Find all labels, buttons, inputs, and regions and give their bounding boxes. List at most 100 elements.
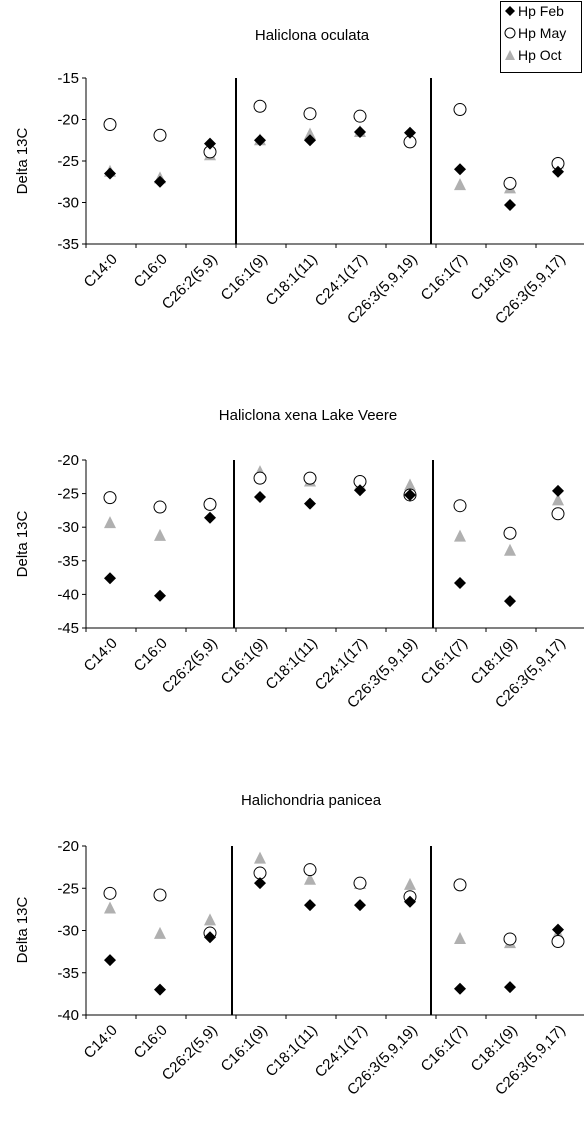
x-tick-label: C14:0 xyxy=(81,635,121,675)
data-point-hp-may xyxy=(503,176,517,190)
data-point-hp-feb xyxy=(154,175,166,188)
data-point-hp-feb xyxy=(104,167,116,180)
data-point-hp-may xyxy=(303,863,317,877)
x-tick-label: C14:0 xyxy=(81,1022,121,1062)
data-point-hp-feb xyxy=(354,899,366,912)
data-point-hp-feb xyxy=(104,572,116,585)
data-point-hp-may xyxy=(503,932,517,946)
data-point-hp-oct xyxy=(454,931,466,944)
legend-label: Hp Oct xyxy=(518,47,562,63)
data-point-hp-oct xyxy=(552,493,564,506)
y-tick-label: -45 xyxy=(57,620,79,637)
data-point-hp-may xyxy=(453,499,467,513)
data-point-hp-oct xyxy=(454,178,466,191)
y-tick-label: -35 xyxy=(57,965,79,982)
data-point-hp-feb xyxy=(552,923,564,936)
data-point-hp-may xyxy=(551,934,565,948)
data-point-hp-oct xyxy=(104,901,116,914)
data-point-hp-may xyxy=(153,500,167,514)
data-point-hp-may xyxy=(103,491,117,505)
data-point-hp-may xyxy=(103,886,117,900)
data-point-hp-feb xyxy=(154,589,166,602)
legend-label: Hp May xyxy=(518,25,567,41)
data-point-hp-may xyxy=(303,471,317,485)
x-tick-label: C18:1(11) xyxy=(262,251,320,309)
data-point-hp-oct xyxy=(254,851,266,864)
data-point-hp-may xyxy=(203,497,217,511)
y-axis-label: Delta 13C xyxy=(14,510,31,577)
data-point-hp-feb xyxy=(404,488,416,501)
data-point-hp-feb xyxy=(204,931,216,944)
y-tick-label: -25 xyxy=(57,153,79,170)
y-tick-label: -30 xyxy=(57,519,79,536)
y-tick-label: -20 xyxy=(57,452,79,469)
data-point-hp-feb xyxy=(504,981,516,994)
data-point-hp-oct xyxy=(304,127,316,140)
x-tick-label: C16:1(7) xyxy=(418,635,471,688)
y-tick-label: -20 xyxy=(57,838,79,855)
data-point-hp-oct xyxy=(454,529,466,542)
x-tick-label: C18:1(11) xyxy=(262,1022,320,1080)
y-tick-label: -25 xyxy=(57,880,79,897)
data-point-hp-may xyxy=(453,103,467,117)
data-point-hp-oct xyxy=(404,877,416,890)
x-tick-label: C16:1(7) xyxy=(418,1022,471,1075)
legend-item-hp-oct: Hp Oct xyxy=(501,46,583,66)
data-point-hp-feb xyxy=(552,484,564,497)
data-point-hp-may xyxy=(453,878,467,892)
data-point-hp-may xyxy=(153,888,167,902)
data-point-hp-feb xyxy=(454,982,466,995)
data-point-hp-feb xyxy=(454,576,466,589)
data-point-hp-feb xyxy=(254,490,266,503)
data-point-hp-oct xyxy=(504,543,516,556)
x-tick-label: C18:1(11) xyxy=(262,635,320,693)
chart-panel-3: Halichondria panicea Delta 13C -20 -25 -30 -3… xyxy=(14,792,584,1099)
data-point-hp-may xyxy=(153,128,167,142)
chart-legend: Hp Feb Hp May Hp Oct xyxy=(500,1,582,73)
y-tick-label: -25 xyxy=(57,486,79,503)
diamond-marker-icon xyxy=(505,6,515,16)
data-point-hp-may xyxy=(303,107,317,121)
data-point-hp-oct xyxy=(304,872,316,885)
data-point-hp-feb xyxy=(204,511,216,524)
data-point-hp-feb xyxy=(504,595,516,608)
y-tick-label: -30 xyxy=(57,923,79,940)
data-point-hp-feb xyxy=(304,134,316,147)
chart-title: Haliclona oculata xyxy=(255,27,370,44)
x-tick-label: C16:1(7) xyxy=(418,251,471,304)
data-point-hp-may xyxy=(503,526,517,540)
data-point-hp-feb xyxy=(552,165,564,178)
chart-panel-1: Haliclona oculata Delta 13C -15 -20 -25 -30 -3… xyxy=(14,27,584,328)
circle-marker-icon xyxy=(504,27,516,39)
triangle-marker-icon xyxy=(505,50,515,60)
data-point-hp-may xyxy=(353,876,367,890)
data-point-hp-feb xyxy=(354,484,366,497)
data-point-hp-feb xyxy=(404,126,416,139)
legend-item-hp-may: Hp May xyxy=(501,24,583,44)
chart-title: Haliclona xena Lake Veere xyxy=(219,407,397,424)
chart-panel-2: Haliclona xena Lake Veere Delta 13C -20 -25… xyxy=(14,407,584,712)
data-point-hp-oct xyxy=(104,516,116,529)
x-tick-label: C16:0 xyxy=(131,635,171,675)
data-point-hp-feb xyxy=(304,497,316,510)
data-point-hp-may xyxy=(103,117,117,131)
data-point-hp-feb xyxy=(304,899,316,912)
y-tick-label: -35 xyxy=(57,236,79,253)
legend-item-hp-feb: Hp Feb xyxy=(501,2,583,22)
data-point-hp-feb xyxy=(204,137,216,150)
data-point-hp-feb xyxy=(404,895,416,908)
y-axis-label: Delta 13C xyxy=(14,896,31,963)
x-tick-label: C16:0 xyxy=(131,251,171,291)
data-point-hp-feb xyxy=(154,983,166,996)
legend-label: Hp Feb xyxy=(518,3,564,19)
data-point-hp-may xyxy=(253,99,267,113)
y-tick-label: -15 xyxy=(57,70,79,87)
data-point-hp-feb xyxy=(504,198,516,211)
data-point-hp-feb xyxy=(104,954,116,967)
data-point-hp-oct xyxy=(154,528,166,541)
y-tick-label: -40 xyxy=(57,1007,79,1024)
data-point-hp-feb xyxy=(354,125,366,138)
x-tick-label: C16:0 xyxy=(131,1022,171,1062)
data-point-hp-oct xyxy=(404,478,416,491)
data-point-hp-oct xyxy=(154,926,166,939)
